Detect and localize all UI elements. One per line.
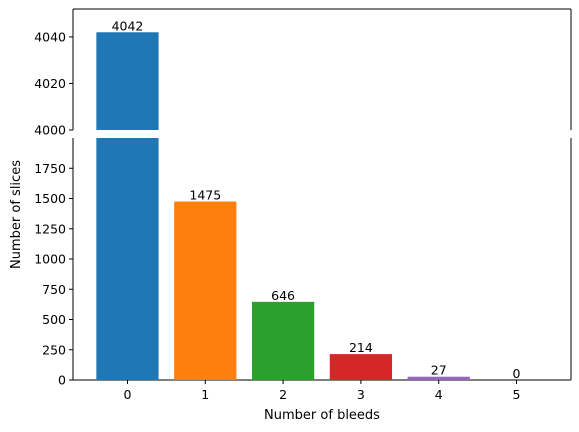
upper-axes-panel: [72, 8, 572, 130]
lower-y-ticks-group: 0 250 500 750 1000 1250 1500 1750: [34, 161, 73, 388]
lower-y-tick-label-750: 750: [42, 282, 66, 297]
upper-y-tick-label-4040: 4040: [34, 29, 66, 44]
x-tick-label-5: 5: [513, 387, 521, 402]
bar-label-5: 0: [513, 366, 521, 381]
bar-3: [329, 354, 393, 380]
x-tick-label-2: 2: [279, 387, 287, 402]
bar-label-3: 214: [349, 340, 373, 355]
x-tick-label-4: 4: [435, 387, 443, 402]
lower-y-tick-label-0: 0: [58, 373, 66, 388]
bar-1: [174, 201, 237, 380]
bar-label-2: 646: [271, 288, 295, 303]
bar-4: [407, 376, 470, 380]
lower-y-tick-label-500: 500: [42, 312, 66, 327]
bars-group: [96, 32, 470, 380]
x-axis-label: Number of bleeds: [264, 408, 380, 423]
lower-y-tick-label-1250: 1250: [34, 221, 66, 236]
bar-label-0: 4042: [112, 18, 144, 33]
bar-0-upper: [96, 32, 159, 131]
y-axis-label: Number of slices: [9, 160, 24, 269]
bar-0: [96, 138, 159, 380]
upper-y-tick-label-4020: 4020: [34, 76, 66, 91]
bar-labels-group: 4042 1475 646 214 27 0: [112, 18, 521, 381]
upper-y-ticks-group: 4000 4020 4040: [34, 29, 73, 138]
bar-label-4: 27: [431, 363, 447, 378]
lower-y-tick-label-1500: 1500: [34, 191, 66, 206]
bar-2: [251, 301, 315, 380]
lower-y-tick-label-1000: 1000: [34, 252, 66, 267]
lower-y-tick-label-1750: 1750: [34, 161, 66, 176]
upper-y-tick-label-4000: 4000: [34, 123, 66, 138]
x-tick-label-0: 0: [123, 387, 131, 402]
lower-y-tick-label-250: 250: [42, 342, 66, 357]
x-tick-label-1: 1: [201, 387, 209, 402]
x-tick-label-3: 3: [357, 387, 365, 402]
x-ticks-group: 0 1 2 3 4 5: [123, 380, 521, 402]
bar-label-1: 1475: [189, 188, 221, 203]
